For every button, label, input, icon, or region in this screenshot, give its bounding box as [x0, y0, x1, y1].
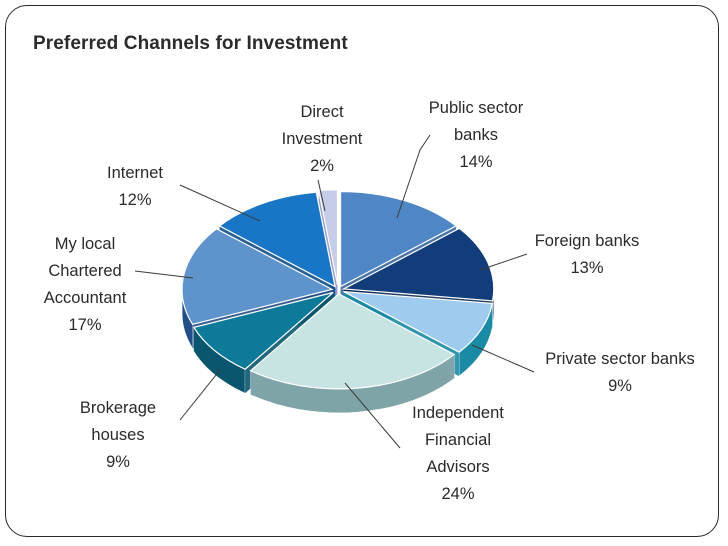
leader-line-3	[344, 382, 401, 449]
leader-line-2	[471, 344, 535, 373]
slice-label-line: Advisors	[426, 458, 489, 476]
leader-line-1	[479, 253, 528, 271]
slice-label-line: Financial	[425, 431, 491, 449]
slice-label-line: Investment	[282, 130, 363, 148]
leader-line-0	[396, 134, 431, 219]
slice-value-label: 2%	[310, 157, 334, 175]
slice-label-3: Independent Financial Advisors 24%	[412, 404, 504, 503]
pie-slice-1	[341, 227, 495, 302]
pie-slice-0	[339, 190, 458, 288]
slice-label-line: Accountant	[44, 289, 127, 307]
slice-label-line: Public sector	[429, 99, 524, 117]
chart-title: Preferred Channels for Investment	[33, 33, 348, 54]
slice-label-4: Brokerage houses 9%	[80, 399, 156, 471]
slice-label-line: Independent	[412, 404, 504, 422]
pie-slice-5	[181, 228, 334, 326]
slice-label-line: Direct	[300, 103, 344, 121]
slice-value-label: 13%	[570, 259, 603, 277]
slice-value-label: 9%	[608, 377, 632, 395]
pie-slice-2	[343, 290, 494, 353]
slice-value-label: 12%	[118, 191, 151, 209]
slice-label-line: My local	[55, 235, 116, 253]
slice-value-label: 24%	[441, 485, 474, 503]
slice-value-label: 14%	[459, 153, 492, 171]
leader-line-5	[134, 270, 194, 279]
slice-label-line: houses	[91, 426, 144, 444]
pie-slice-7	[317, 189, 339, 285]
slice-label-line: Private sector banks	[545, 350, 694, 368]
slice-label-line: Chartered	[48, 262, 121, 280]
pie-tops	[181, 189, 495, 390]
leader-line-6	[179, 184, 261, 222]
slice-label-0: Public sector banks 14%	[429, 99, 524, 171]
slice-label-line: banks	[454, 126, 498, 144]
slice-label-line: Brokerage	[80, 399, 156, 417]
slice-label-line: Internet	[107, 164, 163, 182]
slice-label-6: Internet 12%	[107, 164, 163, 209]
slice-label-2: Private sector banks 9%	[545, 350, 694, 395]
slice-label-5: My local Chartered Accountant 17%	[44, 235, 127, 334]
pie-slice-3	[249, 293, 456, 390]
slice-label-line: Foreign banks	[535, 232, 640, 250]
pie-slice-4	[192, 291, 334, 370]
slice-label-1: Foreign banks 13%	[535, 232, 640, 277]
slice-value-label: 17%	[68, 316, 101, 334]
slice-value-label: 9%	[106, 453, 130, 471]
leader-line-4	[179, 369, 221, 421]
leader-line-7	[317, 179, 326, 212]
slice-labels: Public sector banks 14% Foreign banks 13% Pri…	[44, 99, 695, 503]
slice-label-7: Direct Investment 2%	[282, 103, 363, 175]
